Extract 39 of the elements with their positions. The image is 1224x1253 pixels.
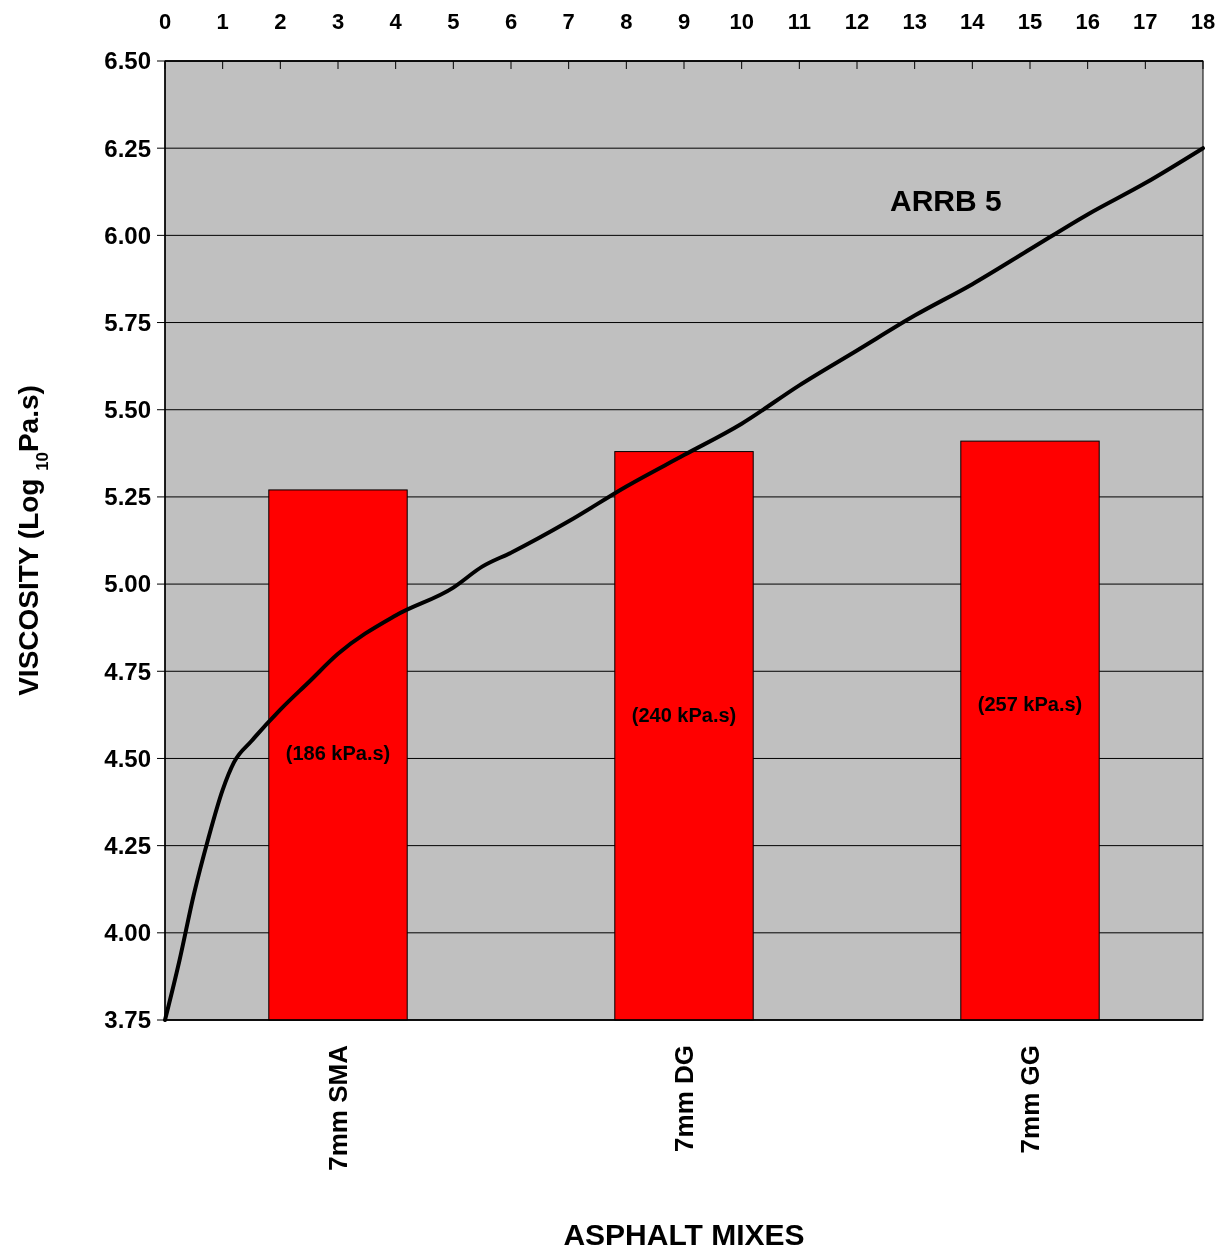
y-tick-label: 6.25	[104, 134, 151, 162]
annotation: (240 kPa.s)	[631, 703, 737, 726]
x2-tick-label: 18	[1190, 9, 1216, 34]
y-tick-label: 5.00	[104, 570, 151, 598]
x2-tick-label: 11	[787, 9, 811, 34]
x2-tick-label: 9	[677, 9, 691, 34]
x2-tick-label: 17	[1133, 9, 1158, 34]
y-tick-label: 4.25	[104, 832, 151, 860]
x2-tick-label: 4	[389, 9, 403, 34]
annotation: (257 kPa.s)	[977, 693, 1083, 716]
x-axis-title: ASPHALT MIXES	[563, 1218, 805, 1251]
x2-tick-label: 0	[158, 9, 172, 34]
x-tick-label: 7mm GG	[1015, 1045, 1046, 1154]
x2-tick-label: 10	[729, 9, 754, 34]
x2-tick-label: 1	[216, 9, 229, 34]
x-tick-label: 7mm SMA	[323, 1044, 354, 1171]
annotation: (186 kPa.s)	[285, 741, 391, 764]
y-tick-label: 3.75	[104, 1006, 151, 1034]
y-tick-label: 6.00	[104, 221, 151, 249]
y-tick-label: 5.50	[104, 396, 151, 424]
y-tick-label: 6.50	[104, 47, 151, 75]
x-tick-label: 7mm DG	[669, 1045, 700, 1152]
x2-tick-label: 13	[902, 9, 927, 34]
x2-tick-label: 12	[844, 9, 870, 34]
x2-tick-label: 3	[331, 9, 345, 34]
x2-tick-label: 15	[1017, 9, 1043, 34]
y-tick-label: 4.00	[104, 919, 151, 947]
annotation: ARRB 5	[890, 184, 1002, 217]
y-tick-label: 5.75	[104, 308, 151, 336]
x2-tick-label: 6	[504, 9, 518, 34]
x2-tick-label: 7	[562, 9, 575, 34]
y-tick-label: 5.25	[104, 483, 151, 511]
y-tick-label: 4.50	[104, 744, 151, 772]
x2-tick-label: 16	[1075, 9, 1100, 34]
x2-tick-label: 14	[960, 9, 986, 34]
x2-tick-label: 2	[274, 9, 287, 34]
x2-tick-label: 5	[447, 9, 460, 34]
y-tick-label: 4.75	[104, 657, 151, 685]
x2-tick-label: 8	[620, 9, 633, 34]
